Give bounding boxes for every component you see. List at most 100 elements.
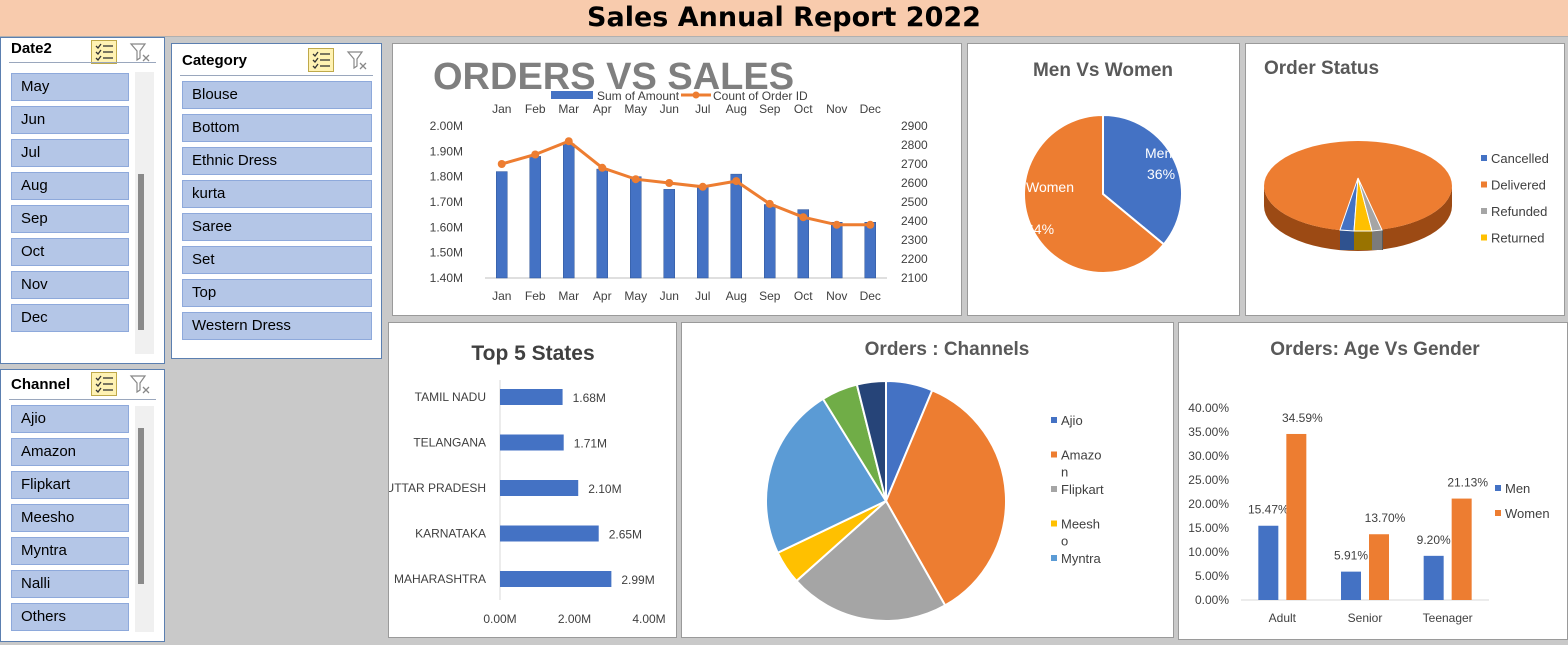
- x-tick-label-top: Jul: [695, 102, 710, 116]
- slicer-item[interactable]: Nalli: [11, 570, 129, 598]
- slice-label: Women: [1026, 179, 1074, 195]
- slicer-item[interactable]: Sep: [11, 205, 129, 233]
- multi-select-icon[interactable]: [308, 48, 334, 72]
- legend-swatch: [1051, 417, 1057, 423]
- multi-select-icon[interactable]: [91, 372, 117, 396]
- legend-label: Returned: [1491, 231, 1544, 246]
- y2-tick-label: 2500: [901, 195, 928, 209]
- chart-title: Order Status: [1264, 58, 1379, 79]
- y-tick-label: 5.00%: [1195, 569, 1229, 583]
- y-tick-label: 1.80M: [430, 170, 463, 184]
- order-status-panel: Order Status Cancelled Delivered Refunded Re…: [1245, 43, 1565, 316]
- top-states-chart: Top 5 States TAMIL NADU 1.68M TELANGANA 1.71…: [386, 342, 666, 626]
- slicer-divider: [9, 62, 156, 63]
- bar: [1369, 534, 1389, 600]
- x-tick-label: Nov: [826, 289, 847, 303]
- data-label: 2.99M: [621, 573, 654, 587]
- slicer-item[interactable]: Aug: [11, 172, 129, 200]
- slicer-item[interactable]: Bottom: [182, 114, 372, 142]
- orders-channels-panel: Orders : Channels Ajio Amazo n Flipkart Meesh…: [681, 322, 1174, 638]
- slicer-item[interactable]: Oct: [11, 238, 129, 266]
- slicer-item[interactable]: Others: [11, 603, 129, 631]
- bar: [563, 143, 575, 279]
- category-slicer-header: Category: [182, 52, 248, 69]
- y-tick-label: 1.90M: [430, 144, 463, 158]
- slicer-item[interactable]: Jun: [11, 106, 129, 134]
- x-tick-label-top: Jan: [492, 102, 511, 116]
- line-point: [531, 150, 540, 159]
- clear-filter-icon[interactable]: [129, 373, 151, 395]
- channel-slicer-scrollbar[interactable]: [135, 406, 154, 632]
- x-tick-label: Oct: [794, 289, 813, 303]
- slicer-item[interactable]: Flipkart: [11, 471, 129, 499]
- legend-swatch: [1051, 451, 1057, 458]
- x-tick-label: Feb: [525, 289, 546, 303]
- slicer-item[interactable]: Dec: [11, 304, 129, 332]
- date-slicer-header: Date2: [11, 40, 52, 57]
- line-point: [832, 220, 841, 229]
- y2-tick-label: 2300: [901, 233, 928, 247]
- chart-title: Men Vs Women: [1033, 60, 1173, 81]
- legend-label: Ajio: [1061, 413, 1083, 428]
- legend-swatch: [1495, 485, 1501, 491]
- slicer-item[interactable]: Western Dress: [182, 312, 372, 340]
- scrollbar-thumb[interactable]: [138, 174, 144, 330]
- slicer-item[interactable]: Jul: [11, 139, 129, 167]
- y-tick-label: 2.00M: [430, 119, 463, 133]
- channel-slicer[interactable]: Channel Ajio Amazon Flipkart Meesho Myntra Na…: [0, 369, 165, 642]
- bar: [1451, 498, 1472, 600]
- x-tick-label: May: [624, 289, 647, 303]
- x-tick-label-top: Feb: [525, 102, 546, 116]
- slicer-item[interactable]: Ajio: [11, 405, 129, 433]
- slicer-item[interactable]: Nov: [11, 271, 129, 299]
- clear-filter-icon[interactable]: [346, 49, 368, 71]
- data-label: 21.13%: [1447, 476, 1488, 490]
- date-slicer-scrollbar[interactable]: [135, 72, 154, 354]
- x-tick-label: Jul: [695, 289, 710, 303]
- slicer-item[interactable]: Blouse: [182, 81, 372, 109]
- scrollbar-thumb[interactable]: [138, 428, 144, 584]
- pie-side: [1264, 186, 1452, 251]
- slicer-item[interactable]: Set: [182, 246, 372, 274]
- x-tick-label-top: Dec: [860, 102, 881, 116]
- slicer-item[interactable]: Amazon: [11, 438, 129, 466]
- legend-label: Count of Order ID: [713, 89, 808, 103]
- x-tick-label-top: Nov: [826, 102, 847, 116]
- line-point: [665, 179, 674, 187]
- slicer-item[interactable]: May: [11, 73, 129, 101]
- y2-tick-label: 2600: [901, 176, 928, 190]
- pie-side-cancelled: [1340, 230, 1354, 250]
- data-label: 1.71M: [574, 437, 607, 451]
- bar: [831, 222, 843, 279]
- multi-select-icon[interactable]: [91, 40, 117, 64]
- x-tick-label-top: Mar: [558, 102, 579, 116]
- slicer-item[interactable]: Ethnic Dress: [182, 147, 372, 175]
- category-label: UTTAR PRADESH: [389, 481, 486, 495]
- slicer-item[interactable]: Myntra: [11, 537, 129, 565]
- pie-side-returned: [1354, 230, 1372, 250]
- legend-label: Myntra: [1061, 551, 1102, 566]
- bar: [864, 222, 876, 279]
- pie-slice: [765, 397, 888, 555]
- report-title-banner: Sales Annual Report 2022: [0, 0, 1568, 37]
- slice-value-label: 64%: [1026, 221, 1054, 237]
- x-tick-label-top: Jun: [660, 102, 679, 116]
- legend-swatch: [1051, 486, 1057, 492]
- legend-label: Flipkart: [1061, 482, 1104, 497]
- legend-label: Cancelled: [1491, 151, 1549, 166]
- slicer-item[interactable]: Meesho: [11, 504, 129, 532]
- date-slicer[interactable]: Date2 May Jun Jul Aug Sep Oct Nov Dec: [0, 37, 165, 364]
- category-slicer[interactable]: Category Blouse Bottom Ethnic Dress kurta Sa…: [171, 43, 382, 359]
- x-tick-label-top: Apr: [593, 102, 612, 116]
- clear-filter-icon[interactable]: [129, 41, 151, 63]
- slicer-item[interactable]: Top: [182, 279, 372, 307]
- legend-swatch: [1481, 234, 1487, 241]
- data-label: 1.68M: [573, 391, 606, 405]
- men-vs-women-panel: Men Vs Women Men 36% Women 64%: [967, 43, 1240, 316]
- bar: [500, 571, 612, 587]
- x-tick-label: Mar: [558, 289, 579, 303]
- slicer-item[interactable]: Saree: [182, 213, 372, 241]
- slicer-item[interactable]: kurta: [182, 180, 372, 208]
- data-label: 5.91%: [1334, 549, 1368, 563]
- line-point: [765, 199, 774, 208]
